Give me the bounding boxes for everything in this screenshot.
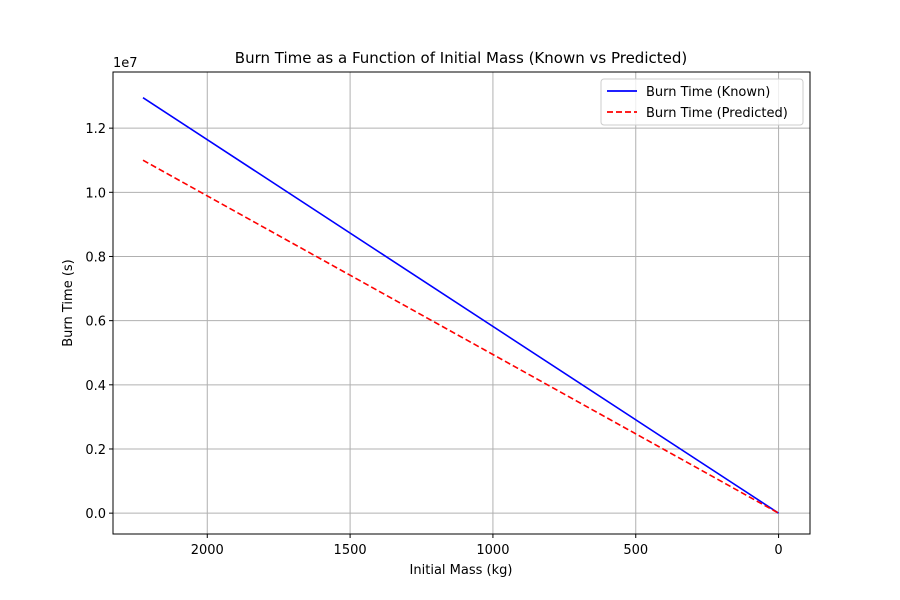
y-tick-label: 0.0 (85, 507, 106, 522)
legend-entry-predicted: Burn Time (Predicted) (646, 106, 788, 121)
x-tick-label: 2000 (191, 543, 224, 558)
y-tick-label: 0.2 (85, 443, 106, 458)
plot-frame (112, 71, 811, 535)
y-offset-label: 1e7 (113, 56, 138, 71)
series-line-predicted (142, 159, 779, 514)
x-tick-label: 0 (774, 543, 782, 558)
series-layer (142, 96, 780, 514)
series-line-known (142, 96, 780, 514)
x-tick-label: 1500 (334, 543, 367, 558)
legend-entry-known: Burn Time (Known) (646, 85, 770, 100)
y-tick-label: 0.4 (85, 379, 106, 394)
y-tick-label: 0.6 (85, 315, 106, 330)
y-tick-label: 1.2 (85, 122, 106, 137)
y-axis-label: Burn Time (s) (61, 259, 76, 347)
legend: Burn Time (Known) Burn Time (Predicted) (600, 78, 804, 126)
y-tick-label: 1.0 (85, 186, 106, 201)
x-axis-label: Initial Mass (kg) (410, 563, 513, 578)
x-axis: 2000 1500 1000 500 0 (191, 534, 783, 558)
chart-title: Burn Time as a Function of Initial Mass … (235, 49, 687, 67)
legend-box (600, 78, 804, 126)
y-axis: 0.0 0.2 0.4 0.6 0.8 1.0 1.2 (85, 122, 113, 522)
x-tick-label: 1000 (476, 543, 509, 558)
grid (113, 72, 810, 534)
x-tick-label: 500 (623, 543, 648, 558)
y-tick-label: 0.8 (85, 250, 106, 265)
